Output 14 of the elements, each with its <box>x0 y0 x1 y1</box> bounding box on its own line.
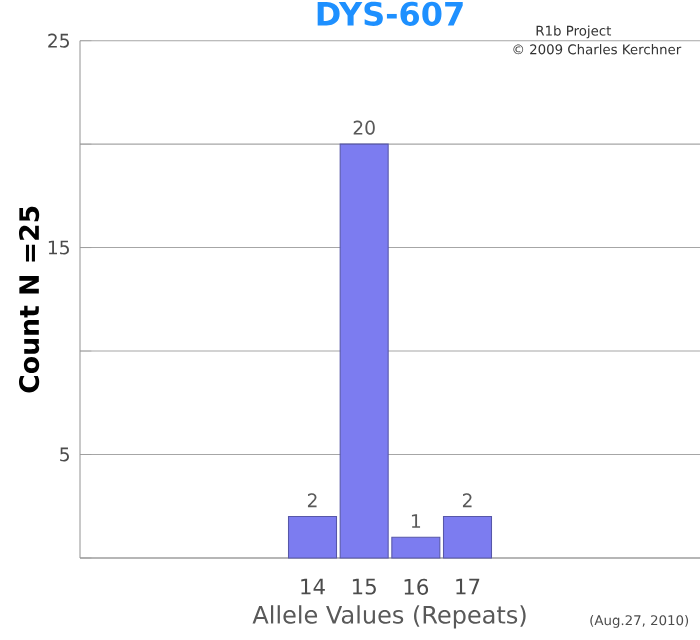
x-tick-label: 16 <box>404 578 429 595</box>
y-tick-label: 25 <box>48 33 69 48</box>
x-axis-title: Allele Values (Repeats) <box>252 605 526 629</box>
x-tick-label: 14 <box>301 578 325 595</box>
y-axis-title: Count N =25 <box>18 206 40 393</box>
data-label: 2 <box>307 493 317 508</box>
data-label: 20 <box>353 120 375 135</box>
data-label: 2 <box>462 493 472 508</box>
chart-title: DYS-607 <box>317 1 463 26</box>
x-tick-label: 17 <box>456 578 480 595</box>
data-label: 1 <box>411 514 421 528</box>
x-tick-label: 15 <box>352 578 376 595</box>
y-tick-label: 5 <box>60 447 69 462</box>
y-tick-label: 15 <box>48 240 69 255</box>
